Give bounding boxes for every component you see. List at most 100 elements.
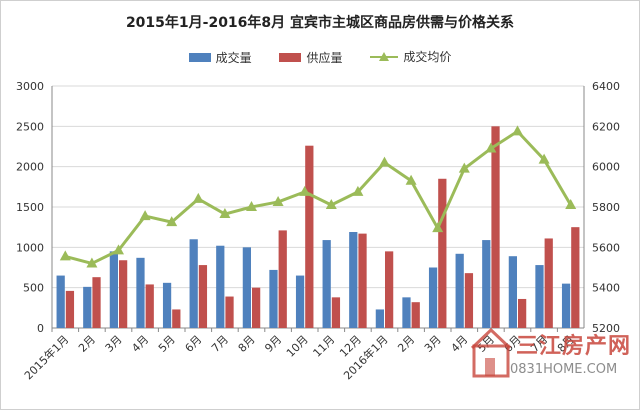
bar-supply <box>252 287 261 328</box>
y-left-tick-label: 1500 <box>16 201 44 214</box>
x-tick-label: 6月 <box>183 333 205 355</box>
legend-swatch-price <box>370 51 399 62</box>
price-marker <box>139 210 151 221</box>
bar-supply <box>411 302 420 328</box>
x-tick-label: 2月 <box>395 333 417 355</box>
price-marker <box>86 257 98 268</box>
legend-label-supply: 供应量 <box>306 50 343 65</box>
price-marker <box>538 153 550 164</box>
x-tick-label: 3月 <box>422 333 444 355</box>
x-tick-label: 11月 <box>311 333 338 360</box>
bar-supply <box>172 309 181 328</box>
bar-volume <box>136 257 145 328</box>
legend-item-price: 成交均价 <box>370 48 451 65</box>
price-marker <box>299 185 311 196</box>
watermark-name: 三江房产网 <box>516 334 632 359</box>
price-marker <box>246 201 257 211</box>
bar-supply <box>92 277 101 328</box>
price-marker <box>352 185 364 196</box>
y-left-tick-label: 2500 <box>16 120 44 133</box>
x-tick-label: 3月 <box>103 333 125 355</box>
y-left-tick-label: 500 <box>23 282 44 295</box>
bar-volume <box>295 275 305 328</box>
bar-volume <box>561 283 571 328</box>
legend-item-supply: 供应量 <box>279 49 343 66</box>
price-marker <box>325 198 337 209</box>
bar-volume <box>535 265 544 328</box>
legend-label-volume: 成交量 <box>215 50 252 65</box>
bar-volume <box>269 269 278 328</box>
price-marker <box>272 195 284 206</box>
watermark-site: 0831HOME.COM <box>510 362 618 377</box>
x-tick-label: 10月 <box>284 333 311 360</box>
y-right-tick-label: 6000 <box>592 161 620 174</box>
bar-volume <box>216 245 225 328</box>
bar-supply <box>438 178 447 328</box>
price-marker <box>379 156 390 167</box>
bar-supply <box>358 233 367 328</box>
bar-supply <box>119 260 128 328</box>
bar-supply <box>145 284 154 328</box>
y-right-tick-label: 5600 <box>592 241 620 254</box>
x-tick-label: 4月 <box>129 333 151 355</box>
bar-volume <box>242 247 251 328</box>
bar-volume <box>83 286 92 328</box>
legend-item-volume: 成交量 <box>188 49 252 66</box>
price-marker <box>512 125 523 136</box>
x-tick-label: 8月 <box>236 333 258 355</box>
bar-supply <box>571 227 580 328</box>
bar-supply <box>331 297 341 328</box>
x-tick-label: 2月 <box>76 333 98 355</box>
y-left-tick-label: 1000 <box>16 241 44 254</box>
y-right-tick-label: 5400 <box>592 282 620 295</box>
legend: 成交量 供应量 成交均价 <box>0 48 640 66</box>
bar-supply <box>385 251 394 328</box>
bar-supply <box>518 298 527 328</box>
watermark: 三江房产网 0831HOME.COM <box>470 322 638 402</box>
bar-volume <box>189 239 198 328</box>
price-marker <box>458 162 470 173</box>
bar-volume <box>508 256 517 328</box>
x-tick-label: 2015年1月 <box>21 332 71 382</box>
y-left-tick-label: 3000 <box>16 80 44 93</box>
price-marker <box>192 192 204 203</box>
x-tick-label: 5月 <box>156 333 178 355</box>
bar-supply <box>198 265 208 328</box>
bar-supply <box>464 273 474 328</box>
x-tick-label: 9月 <box>262 333 284 355</box>
bar-supply <box>65 290 75 328</box>
price-marker <box>113 244 124 255</box>
y-right-tick-label: 5200 <box>592 322 620 335</box>
y-left-tick-label: 2000 <box>16 161 44 174</box>
bar-supply <box>278 230 287 328</box>
bar-volume <box>162 282 172 328</box>
bar-volume <box>56 275 65 328</box>
legend-swatch-volume <box>188 52 211 62</box>
y-left-tick-label: 0 <box>37 322 44 335</box>
price-marker <box>432 222 444 233</box>
price-marker <box>565 198 577 209</box>
bar-supply <box>305 145 314 328</box>
bar-volume <box>349 232 358 328</box>
bar-volume <box>455 253 464 328</box>
y-right-tick-label: 6400 <box>592 80 620 93</box>
bar-volume <box>109 251 118 328</box>
price-marker <box>219 208 231 219</box>
legend-label-price: 成交均价 <box>403 50 452 64</box>
y-right-tick-label: 5800 <box>592 201 620 214</box>
price-marker <box>485 142 497 153</box>
y-right-tick-label: 6200 <box>592 120 620 133</box>
bar-supply <box>544 238 553 328</box>
bar-volume <box>375 309 384 328</box>
bar-volume <box>402 297 411 328</box>
legend-swatch-supply <box>279 52 302 62</box>
bar-volume <box>428 267 438 328</box>
price-marker <box>59 250 71 261</box>
price-marker <box>166 216 178 227</box>
bar-volume <box>322 240 331 328</box>
x-tick-label: 4月 <box>449 333 471 355</box>
bar-volume <box>482 240 491 328</box>
price-marker <box>405 174 417 185</box>
